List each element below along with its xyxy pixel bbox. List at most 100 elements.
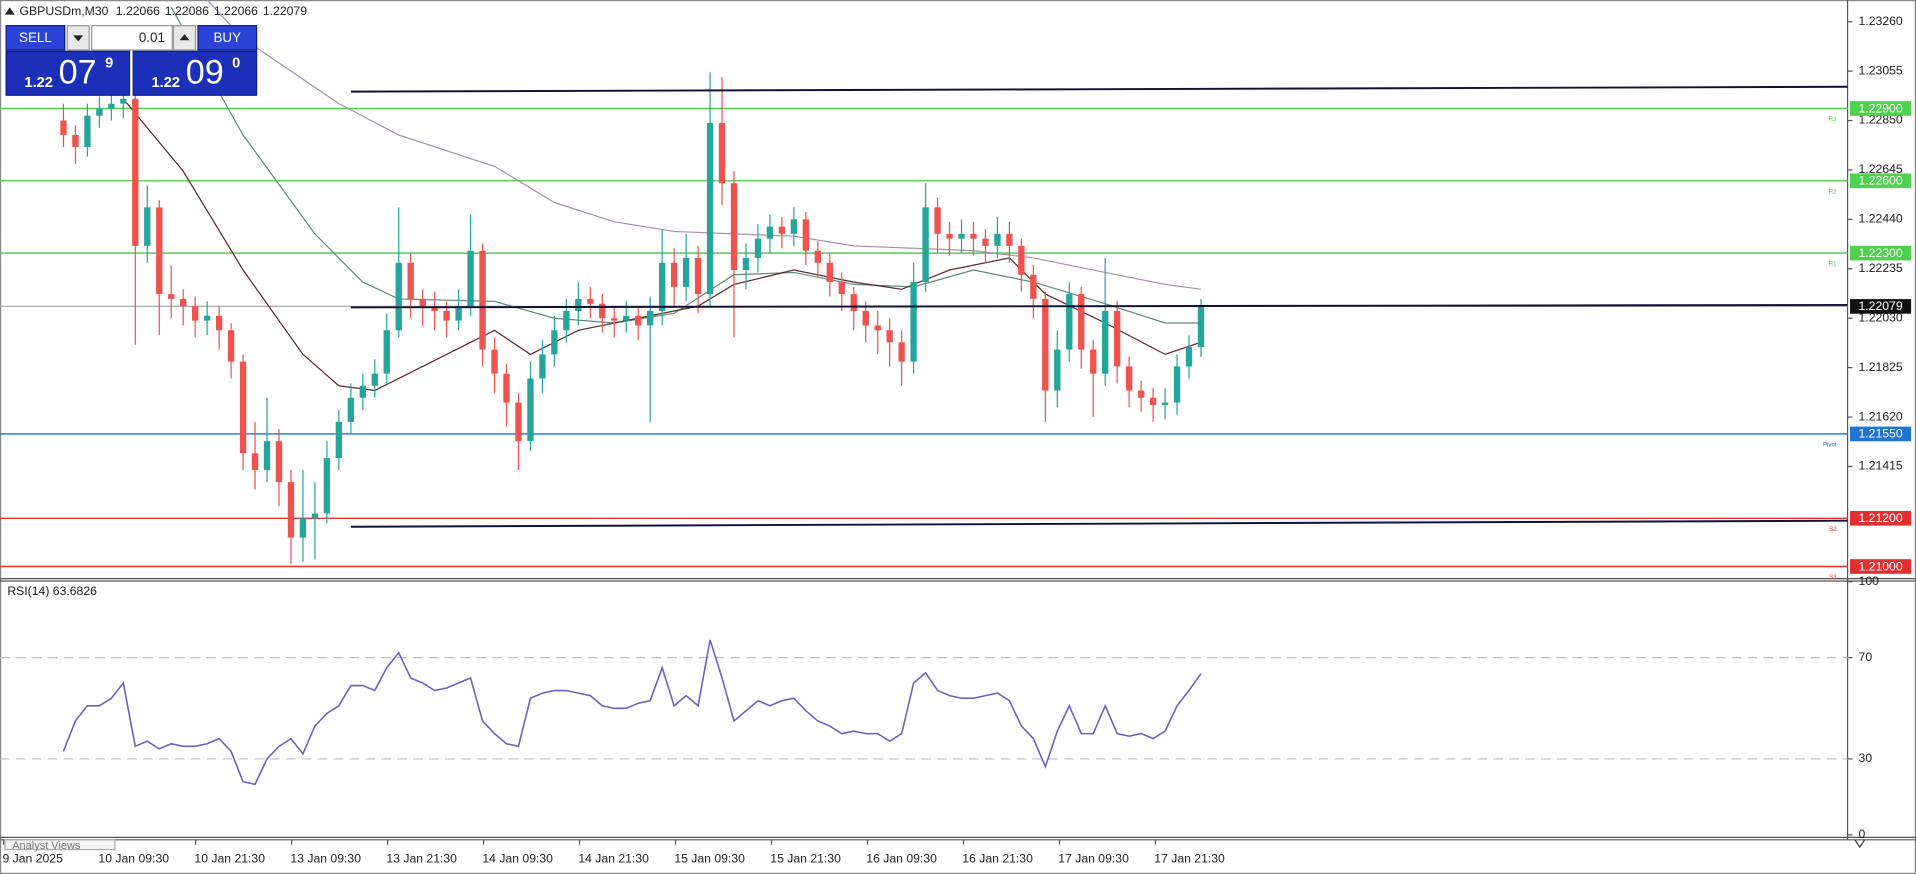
candle-body: [431, 306, 438, 311]
x-tick-label: 14 Jan 21:30: [578, 852, 649, 866]
symbol: GBPUSDm,M30: [20, 4, 109, 18]
y-tick-label: 1.21620: [1859, 409, 1903, 423]
x-tick-label: 17 Jan 21:30: [1154, 852, 1225, 866]
candle-body: [275, 441, 283, 483]
candle-body: [982, 238, 989, 246]
lot-value: 0.01: [139, 30, 165, 45]
x-tick-label: 16 Jan 09:30: [866, 852, 937, 866]
candle-body: [359, 385, 366, 398]
candle-body: [311, 513, 319, 519]
candle-body: [994, 233, 1001, 246]
candle-body: [239, 361, 247, 454]
x-tick-label: 15 Jan 21:30: [770, 852, 841, 866]
buy-label: BUY: [213, 30, 241, 45]
candle-body: [443, 310, 450, 321]
candle-body: [1197, 306, 1205, 348]
buy-price-box[interactable]: [132, 50, 258, 96]
candle-body: [156, 207, 163, 295]
candle-body: [682, 257, 690, 287]
candle-body: [539, 354, 546, 379]
candle-body: [778, 226, 786, 234]
symbol-title: GBPUSDm,M30 1.22066 1.22086 1.22066 1.22079: [20, 4, 308, 18]
candle-body: [874, 325, 881, 331]
candle-body: [910, 282, 917, 362]
candle-body: [898, 342, 905, 362]
candle-body: [563, 310, 570, 331]
candle-body: [503, 373, 510, 403]
candle-body: [850, 294, 857, 311]
axes: 1.23260 1.23055 1.22850 1.22645 1.22440 1.222…: [2, 14, 1912, 866]
candle-body: [383, 330, 390, 374]
expand-icon[interactable]: [1854, 839, 1866, 849]
pivot-level-label: 1.22300: [1858, 246, 1902, 260]
footer-tab[interactable]: [4, 839, 116, 851]
rsi-plot: RSI(14) 63.6826: [0, 584, 1848, 786]
lot-input[interactable]: [91, 25, 173, 51]
collapse-icon[interactable]: [4, 7, 15, 15]
sell-button[interactable]: [5, 25, 66, 51]
candle-body: [742, 257, 750, 270]
down-arrow: [73, 35, 84, 42]
buy-button[interactable]: [197, 25, 258, 51]
candle-body: [802, 219, 810, 251]
y-tick-label: 1.21415: [1859, 459, 1903, 473]
open: 1.22066: [116, 4, 160, 18]
candle-body: [263, 441, 271, 471]
candle-body: [611, 318, 618, 321]
candle-body: [826, 262, 833, 283]
candle-body: [886, 330, 893, 343]
x-tick-label: 17 Jan 09:30: [1058, 852, 1129, 866]
rsi-y-tick-label: 0: [1859, 827, 1866, 841]
candle-body: [479, 250, 486, 350]
sell-price-pips: 07: [59, 54, 97, 92]
pivot-level-name: S2: [1829, 526, 1837, 533]
candle-body: [754, 238, 762, 258]
candle-body: [168, 294, 175, 299]
pivot-level-box: [1850, 245, 1912, 261]
candle-body: [144, 207, 151, 246]
candle-body: [96, 108, 103, 116]
sell-price-box[interactable]: [5, 50, 131, 96]
low: 1.22066: [214, 4, 258, 18]
pivot-level-label: 1.22600: [1858, 174, 1902, 188]
pivot-level-box: [1850, 510, 1912, 526]
candle-body: [934, 207, 941, 234]
y-tick-label: 1.23260: [1859, 14, 1903, 28]
pivot-level-box: [1850, 101, 1912, 116]
candle-body: [227, 330, 235, 362]
header: GBPUSDm,M30 1.22066 1.22086 1.22066 1.22079: [4, 4, 308, 18]
current-price-box: [1850, 299, 1912, 314]
candle-body: [60, 120, 67, 135]
candle-body: [575, 298, 582, 311]
buy-price-fraction: 0: [232, 55, 240, 71]
sell-price-big: 1.22: [24, 75, 53, 91]
sell-price-fraction: 9: [105, 55, 113, 71]
pivot-level-name: Pivot: [1823, 442, 1837, 449]
footer-tab-label: Analyst Views: [12, 840, 81, 852]
candle-body: [251, 453, 259, 471]
sell-label: SELL: [19, 30, 52, 45]
candle-body: [1173, 366, 1181, 403]
rsi-y-tick-label: 30: [1859, 751, 1873, 765]
candle-body: [323, 458, 331, 514]
candle-body: [587, 298, 594, 304]
candle-body: [132, 98, 139, 246]
candle-body: [946, 233, 953, 239]
x-tick-label: 16 Jan 21:30: [962, 852, 1033, 866]
moving-average: [170, 6, 1201, 324]
pivot-level-box: [1850, 173, 1912, 189]
candle-body: [1066, 294, 1073, 350]
candle-body: [203, 315, 211, 321]
pivot-level-name: R1: [1829, 261, 1837, 268]
up-arrow: [179, 34, 190, 41]
candle-body: [1054, 349, 1061, 391]
current-price-label: 1.22079: [1858, 299, 1902, 313]
candle-body: [72, 134, 79, 148]
channel-line: [350, 85, 1848, 93]
candle-body: [958, 233, 965, 239]
y-tick-label: 1.22645: [1859, 162, 1903, 176]
candle-body: [694, 257, 702, 295]
candle-body: [108, 103, 115, 109]
candle-body: [287, 482, 295, 538]
